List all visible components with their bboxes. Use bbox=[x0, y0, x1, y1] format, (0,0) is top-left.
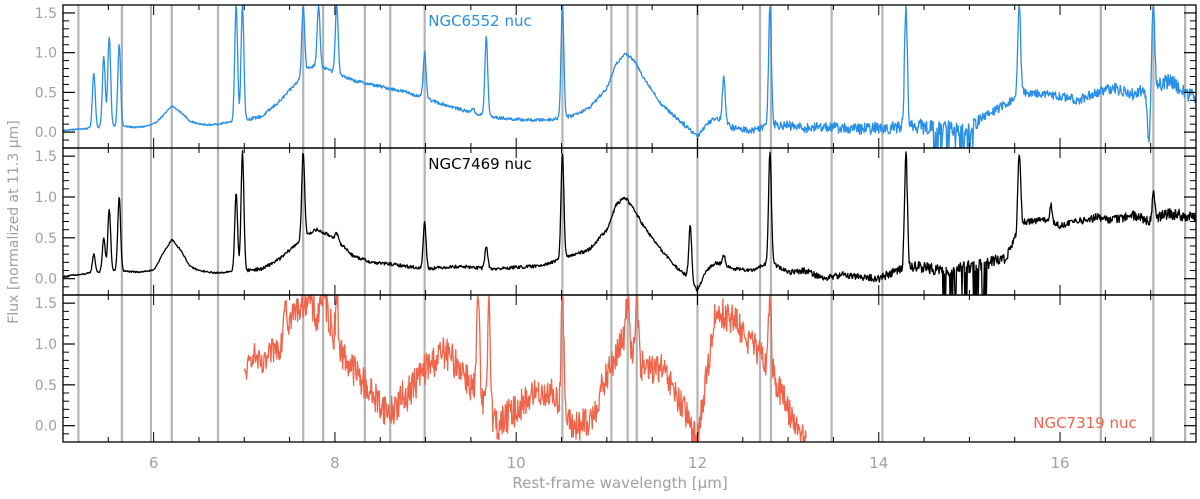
panel-frame-ngc6552 bbox=[62, 4, 1197, 149]
x-tick-label: 6 bbox=[149, 454, 159, 472]
x-tick-label: 10 bbox=[507, 454, 526, 472]
y-tick-label: 0.0 bbox=[35, 125, 57, 141]
y-tick-label: 1.0 bbox=[35, 190, 57, 206]
axes-layer: 0.0 0.5 1.0 1.5 NGC6552 nuc 0.0 0.5 1.0 1.5 NGC74… bbox=[35, 4, 1197, 472]
x-tick-label: 16 bbox=[1050, 454, 1069, 472]
y-tick-label: 1.5 bbox=[35, 149, 57, 165]
spectrum-ngc6552 bbox=[62, 4, 1197, 149]
y-tick-label: 1.5 bbox=[35, 296, 57, 312]
y-tick-label: 0.5 bbox=[35, 378, 57, 394]
y-tick-label: 1.0 bbox=[35, 337, 57, 353]
spectrum-ngc7469 bbox=[62, 150, 1197, 296]
spectrum-ngc7319 bbox=[243, 294, 807, 443]
x-axis-label: Rest-frame wavelength [μm] bbox=[512, 474, 727, 492]
y-tick-label: 1.5 bbox=[35, 6, 57, 22]
spectra-layer bbox=[62, 4, 1197, 443]
x-tick-label: 14 bbox=[869, 454, 888, 472]
y-tick-label: 1.0 bbox=[35, 46, 57, 62]
y-axis-label: Flux [normalized at 11.3 μm] bbox=[6, 120, 22, 323]
panel-label-ngc7319: NGC7319 nuc bbox=[1033, 414, 1137, 432]
panel-label-ngc7469: NGC7469 nuc bbox=[428, 155, 532, 173]
y-tick-label: 0.5 bbox=[35, 85, 57, 101]
y-tick-label: 0.0 bbox=[35, 419, 57, 435]
y-tick-label: 0.5 bbox=[35, 231, 57, 247]
x-tick-label: 12 bbox=[688, 454, 707, 472]
x-tick-label: 8 bbox=[330, 454, 340, 472]
reference-lines-layer bbox=[77, 5, 1187, 442]
panel-label-ngc6552: NGC6552 nuc bbox=[428, 12, 532, 30]
y-tick-label: 0.0 bbox=[35, 272, 57, 288]
